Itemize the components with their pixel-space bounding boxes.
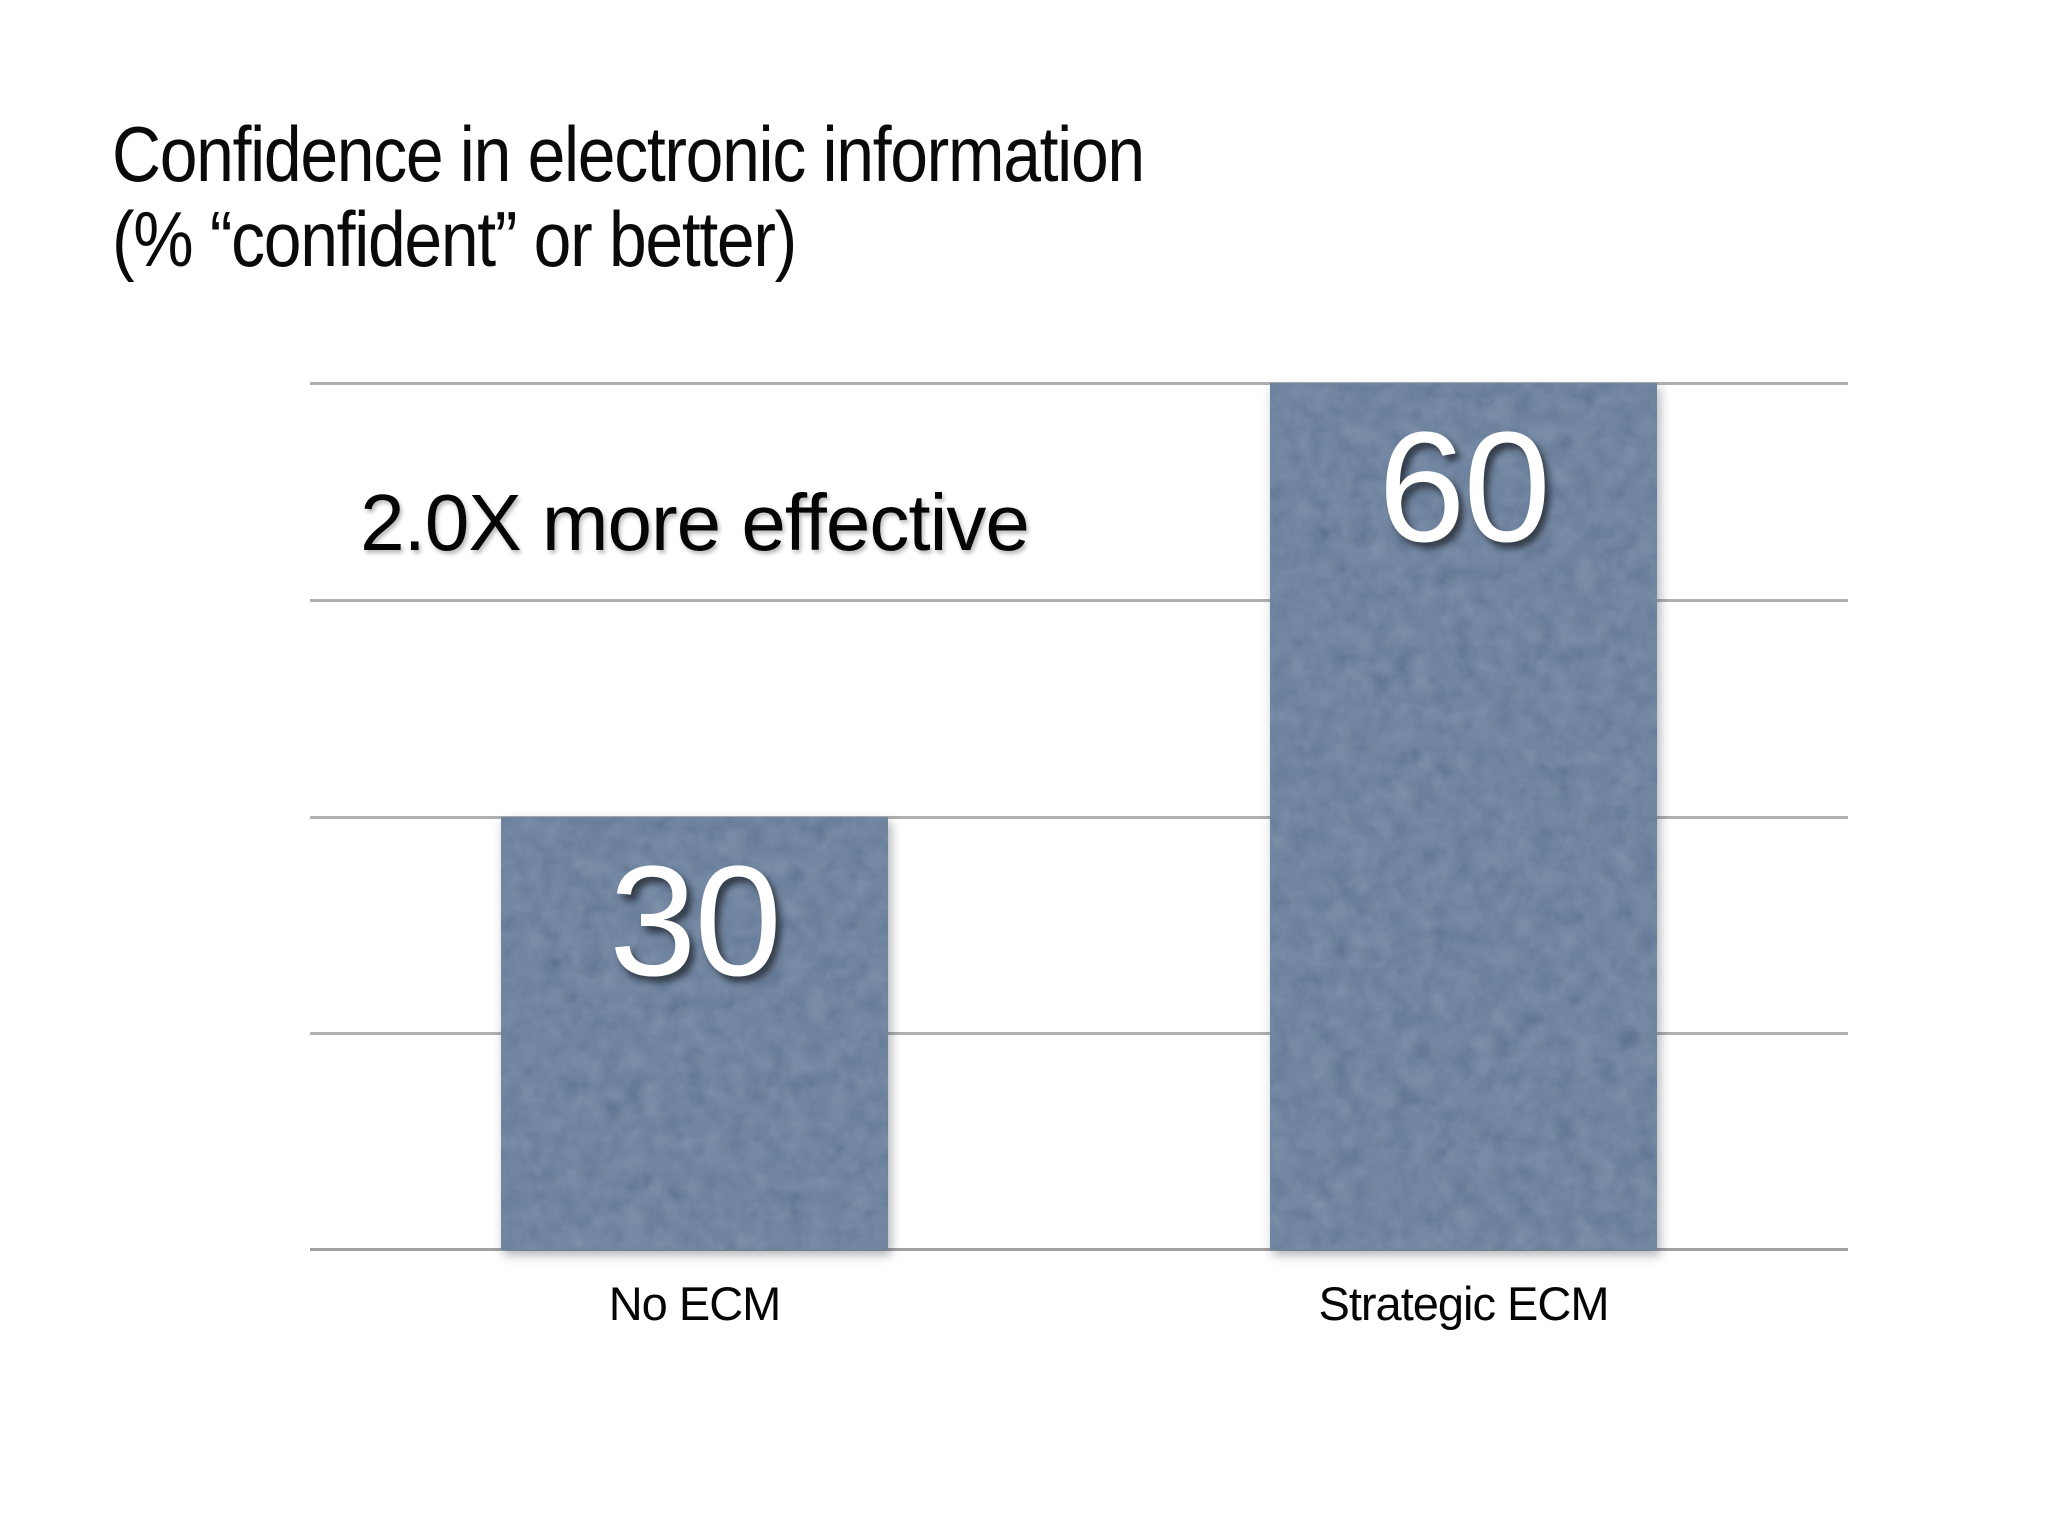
gridline-baseline — [310, 1248, 1848, 1251]
bar-value-label-strategic-ecm: 60 — [1378, 400, 1551, 575]
gridline-30 — [310, 815, 1848, 819]
x-axis-label-no-ecm: No ECM — [608, 1277, 782, 1330]
bar-value-label-no-ecm: 30 — [609, 833, 782, 1009]
chart-title-line2: (% “confident” or better) — [112, 195, 797, 283]
bar-texture — [1270, 383, 1657, 1250]
gridline-45 — [310, 598, 1848, 602]
gridline-60 — [310, 382, 1848, 385]
chart-title: Confidence in electronic information (% … — [112, 110, 1145, 283]
x-axis-label-strategic-ecm: Strategic ECM — [1318, 1277, 1610, 1330]
bar-no-ecm: 30 — [501, 816, 888, 1250]
annotation-label: 2.0X more effective — [360, 478, 1030, 567]
bar-strategic-ecm: 60 — [1270, 383, 1657, 1250]
x-axis-labels: No ECM Strategic ECM — [310, 1280, 1848, 1350]
gridline-15 — [310, 1032, 1848, 1036]
plot-area: 2.0X more effective 30 60 — [310, 382, 1848, 1251]
bar-texture — [501, 816, 888, 1250]
chart-title-line1: Confidence in electronic information — [112, 110, 1145, 198]
